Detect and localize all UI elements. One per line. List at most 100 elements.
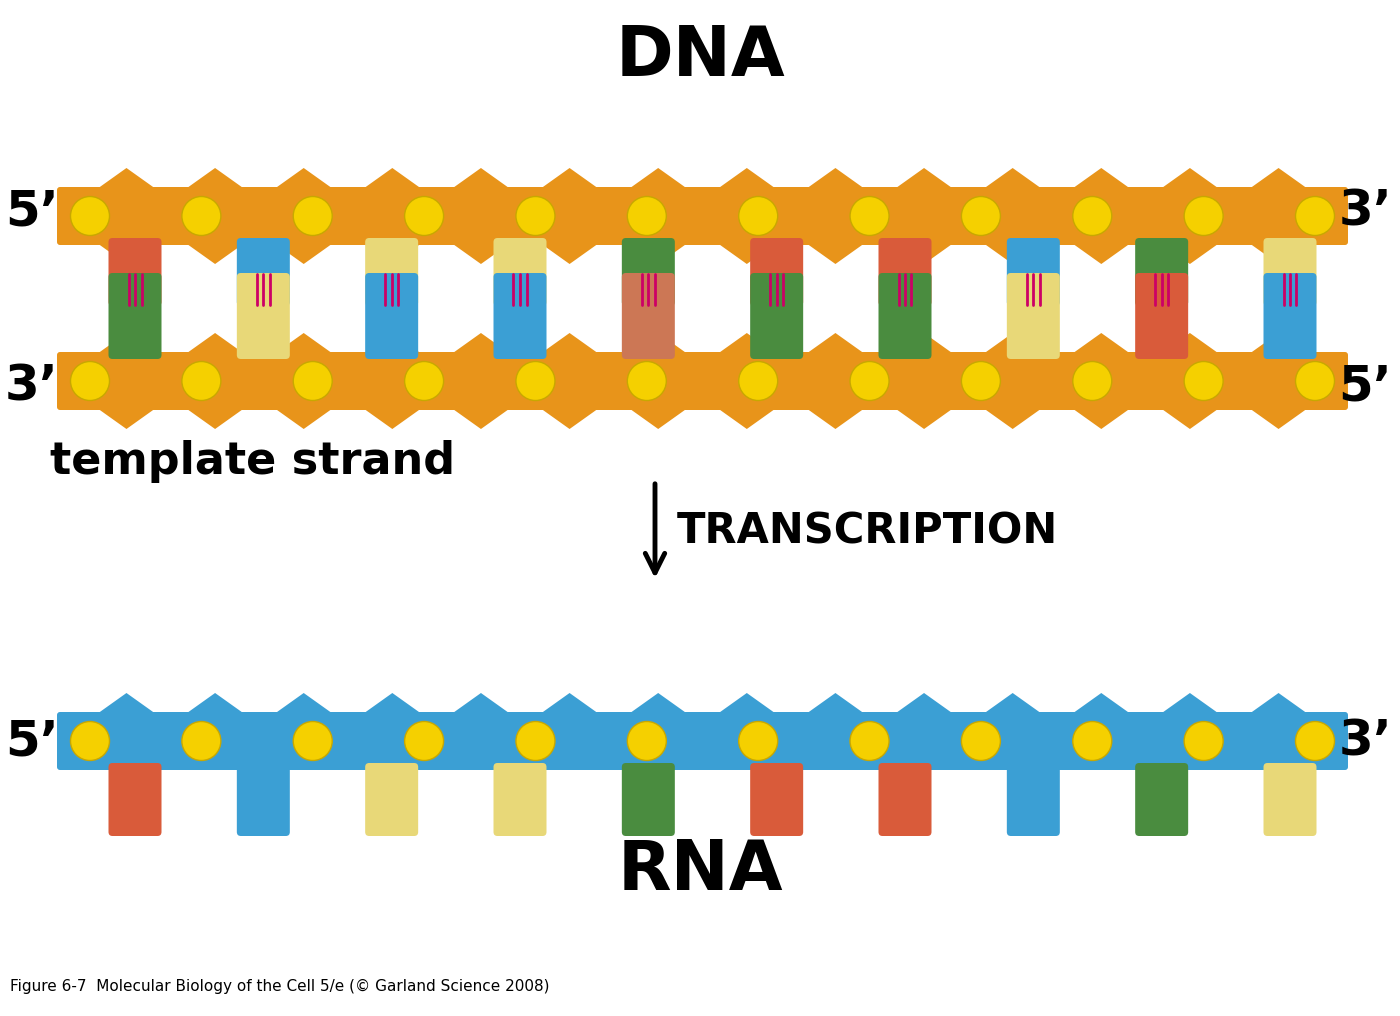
FancyBboxPatch shape — [57, 187, 1348, 245]
Polygon shape — [713, 240, 780, 264]
Circle shape — [850, 721, 889, 761]
Text: Figure 6-7  Molecular Biology of the Cell 5/e (© Garland Science 2008): Figure 6-7 Molecular Biology of the Cell… — [10, 979, 549, 994]
Circle shape — [70, 362, 109, 400]
Polygon shape — [182, 405, 249, 429]
Polygon shape — [624, 333, 692, 357]
Polygon shape — [713, 693, 780, 717]
Circle shape — [850, 196, 889, 236]
Polygon shape — [182, 168, 249, 192]
Polygon shape — [624, 693, 692, 717]
Circle shape — [1295, 721, 1334, 761]
Circle shape — [962, 196, 1001, 236]
FancyBboxPatch shape — [622, 763, 675, 836]
Polygon shape — [802, 693, 869, 717]
Circle shape — [1184, 196, 1224, 236]
FancyBboxPatch shape — [493, 763, 546, 836]
Polygon shape — [1156, 240, 1224, 264]
Polygon shape — [270, 405, 337, 429]
Circle shape — [1184, 362, 1224, 400]
FancyBboxPatch shape — [1007, 763, 1060, 836]
Circle shape — [1295, 196, 1334, 236]
Polygon shape — [536, 405, 603, 429]
Polygon shape — [358, 240, 426, 264]
Polygon shape — [890, 333, 958, 357]
Circle shape — [182, 362, 221, 400]
Polygon shape — [713, 405, 780, 429]
FancyBboxPatch shape — [493, 273, 546, 359]
Polygon shape — [979, 240, 1046, 264]
FancyBboxPatch shape — [57, 352, 1348, 410]
Polygon shape — [979, 168, 1046, 192]
Polygon shape — [358, 405, 426, 429]
FancyBboxPatch shape — [109, 273, 161, 359]
FancyBboxPatch shape — [622, 273, 675, 359]
Polygon shape — [1245, 240, 1312, 264]
Polygon shape — [1245, 693, 1312, 717]
Polygon shape — [979, 333, 1046, 357]
Polygon shape — [1245, 168, 1312, 192]
FancyBboxPatch shape — [879, 273, 931, 359]
Polygon shape — [802, 168, 869, 192]
Polygon shape — [447, 240, 515, 264]
Polygon shape — [92, 333, 160, 357]
Polygon shape — [270, 333, 337, 357]
Circle shape — [517, 196, 554, 236]
FancyBboxPatch shape — [237, 238, 290, 306]
Circle shape — [962, 721, 1001, 761]
Circle shape — [1072, 362, 1112, 400]
Polygon shape — [270, 693, 337, 717]
Polygon shape — [624, 240, 692, 264]
FancyBboxPatch shape — [1263, 238, 1316, 306]
Polygon shape — [624, 168, 692, 192]
Circle shape — [405, 362, 444, 400]
FancyBboxPatch shape — [237, 763, 290, 836]
Circle shape — [517, 362, 554, 400]
FancyBboxPatch shape — [1135, 273, 1189, 359]
FancyBboxPatch shape — [879, 238, 931, 306]
Polygon shape — [1068, 405, 1135, 429]
Text: template strand: template strand — [50, 440, 455, 483]
Polygon shape — [979, 693, 1046, 717]
Polygon shape — [358, 693, 426, 717]
Circle shape — [182, 721, 221, 761]
Polygon shape — [270, 240, 337, 264]
Polygon shape — [270, 168, 337, 192]
Polygon shape — [1245, 333, 1312, 357]
Text: RNA: RNA — [617, 837, 783, 904]
Polygon shape — [182, 693, 249, 717]
Text: 3’: 3’ — [6, 362, 59, 410]
Circle shape — [405, 196, 444, 236]
Circle shape — [962, 362, 1001, 400]
FancyBboxPatch shape — [109, 238, 161, 306]
Circle shape — [70, 196, 109, 236]
Circle shape — [627, 721, 666, 761]
Text: TRANSCRIPTION: TRANSCRIPTION — [678, 510, 1058, 552]
FancyBboxPatch shape — [1263, 763, 1316, 836]
Polygon shape — [1068, 168, 1135, 192]
Polygon shape — [182, 240, 249, 264]
FancyBboxPatch shape — [365, 238, 419, 306]
Polygon shape — [92, 240, 160, 264]
Text: 5’: 5’ — [6, 187, 59, 235]
Circle shape — [293, 721, 332, 761]
Polygon shape — [536, 333, 603, 357]
FancyBboxPatch shape — [879, 763, 931, 836]
Polygon shape — [979, 405, 1046, 429]
Circle shape — [1072, 721, 1112, 761]
FancyBboxPatch shape — [1135, 763, 1189, 836]
Circle shape — [1072, 196, 1112, 236]
Polygon shape — [713, 168, 780, 192]
Polygon shape — [802, 405, 869, 429]
Polygon shape — [890, 240, 958, 264]
Circle shape — [850, 362, 889, 400]
Circle shape — [627, 196, 666, 236]
FancyBboxPatch shape — [1263, 273, 1316, 359]
Polygon shape — [890, 168, 958, 192]
Polygon shape — [624, 405, 692, 429]
Text: 5’: 5’ — [1338, 362, 1392, 410]
Circle shape — [739, 362, 777, 400]
Polygon shape — [1156, 333, 1224, 357]
Circle shape — [517, 721, 554, 761]
FancyBboxPatch shape — [750, 763, 804, 836]
Polygon shape — [1245, 405, 1312, 429]
